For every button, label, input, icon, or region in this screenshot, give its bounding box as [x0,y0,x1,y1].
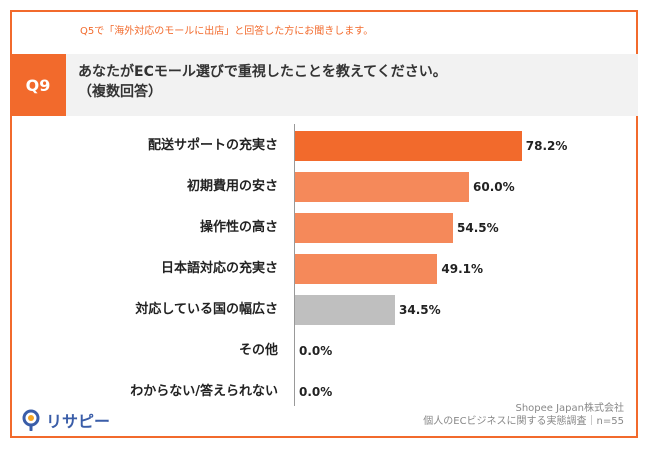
value-label: 49.1% [441,262,484,276]
category-label: 日本語対応の充実さ [160,261,278,276]
value-label: 54.5% [457,221,499,235]
footer-survey: 個人のECビジネスに関する実態調査｜n=55 [423,416,624,427]
question-text: あなたがECモール選びで重視したことを教えてください。 [78,64,447,80]
magnifier-icon [22,409,40,431]
bar [295,131,522,161]
category-label: 対応している国の幅広さ [135,302,278,317]
bar [295,213,454,243]
category-label: その他 [238,343,278,358]
bar [295,172,469,202]
question-note: （複数回答） [78,84,162,100]
brand-logo: リサピー [22,408,110,432]
footer-company: Shopee Japan株式会社 [515,403,624,414]
chart-axis [294,124,295,406]
category-label: 配送サポートの充実さ [147,138,278,153]
value-label: 78.2% [525,139,568,153]
value-label: 34.5% [399,303,441,317]
category-label: わからない/答えられない [130,384,278,399]
value-label: 0.0% [299,344,333,358]
bar [295,254,438,284]
value-label: 60.0% [473,180,515,194]
value-label: 0.0% [299,385,333,399]
category-label: 初期費用の安さ [186,179,278,194]
question-number: Q9 [10,54,66,116]
bar [295,295,396,325]
question-text-block: あなたがECモール選びで重視したことを教えてください。 （複数回答） [78,62,628,102]
logo-text: リサピー [46,412,111,431]
question-header [10,54,638,116]
pre-question-note: Q5で「海外対応のモールに出店」と回答した方にお聞きします。 [80,26,374,37]
footer-credits: Shopee Japan株式会社 個人のECビジネスに関する実態調査｜n=55 [423,402,624,428]
category-label: 操作性の高さ [199,220,278,235]
